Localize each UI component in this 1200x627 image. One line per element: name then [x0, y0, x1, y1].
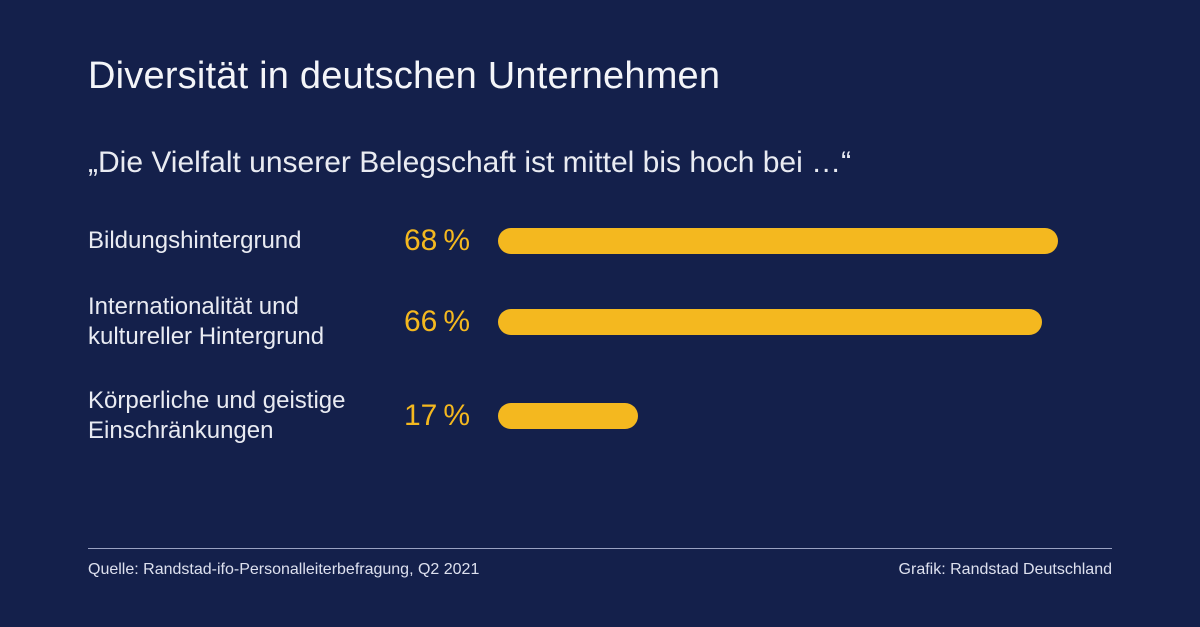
bar-track — [498, 228, 1058, 254]
bar-label: Internationalität und kultureller Hinter… — [88, 292, 388, 352]
bar-track — [498, 403, 1058, 429]
bar-label: Bildungshintergrund — [88, 226, 388, 256]
source-text: Quelle: Randstad-ifo-Personalleiterbefra… — [88, 561, 479, 579]
page-title: Diversität in deutschen Unternehmen — [88, 55, 1112, 98]
credit-text: Grafik: Randstad Deutschland — [899, 561, 1112, 579]
footer: Quelle: Randstad-ifo-Personalleiterbefra… — [88, 548, 1112, 579]
bar-row: Bildungshintergrund 68 % — [88, 224, 1112, 258]
bar-row: Körperliche und geistige Einschränkungen… — [88, 386, 1112, 446]
bar-chart: Bildungshintergrund 68 % Internationalit… — [88, 224, 1112, 446]
bar-fill — [498, 228, 1058, 254]
infographic-container: Diversität in deutschen Unternehmen „Die… — [88, 55, 1112, 587]
bar-value: 17 % — [388, 399, 498, 433]
bar-value: 66 % — [388, 305, 498, 339]
subtitle: „Die Vielfalt unserer Belegschaft ist mi… — [88, 146, 1112, 180]
bar-fill — [498, 309, 1042, 335]
bar-value: 68 % — [388, 224, 498, 258]
bar-fill — [498, 403, 638, 429]
bar-row: Internationalität und kultureller Hinter… — [88, 292, 1112, 352]
bar-label: Körperliche und geistige Einschränkungen — [88, 386, 388, 446]
footer-rule — [88, 548, 1112, 549]
footer-line: Quelle: Randstad-ifo-Personalleiterbefra… — [88, 561, 1112, 579]
bar-track — [498, 309, 1058, 335]
